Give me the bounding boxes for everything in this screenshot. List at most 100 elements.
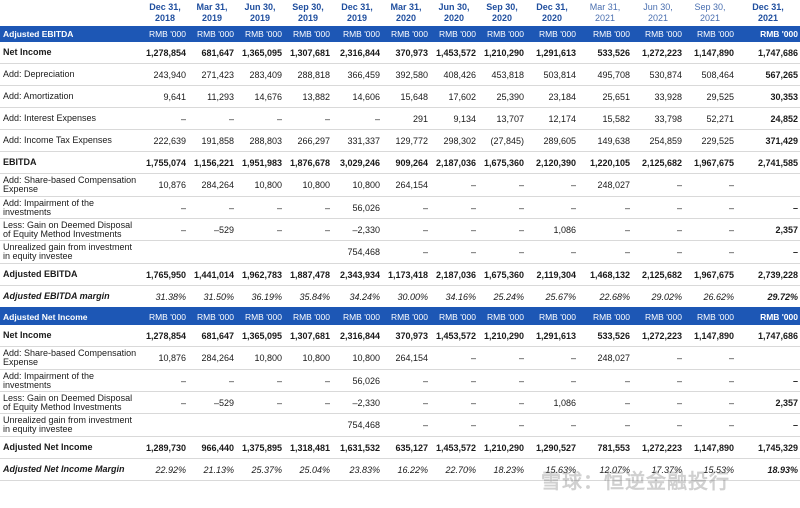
cell-value: – bbox=[478, 391, 526, 414]
cell-value: 1,631,532 bbox=[332, 436, 382, 459]
cell-value: 1,291,613 bbox=[526, 42, 578, 64]
cell-value: 1,147,890 bbox=[684, 325, 736, 347]
cell-value: 25.04% bbox=[284, 458, 332, 481]
cell-value: – bbox=[632, 391, 684, 414]
cell-value: 1,307,681 bbox=[284, 325, 332, 347]
cell-value: 1,307,681 bbox=[284, 42, 332, 64]
cell-value: 1,365,095 bbox=[236, 325, 284, 347]
cell-value: 1,375,895 bbox=[236, 436, 284, 459]
period-header: Mar 31, 2019 bbox=[196, 2, 228, 23]
cell-value: –2,330 bbox=[332, 218, 382, 241]
unit-label: RMB '000 bbox=[578, 308, 632, 325]
row-label: Add: Depreciation bbox=[0, 63, 142, 86]
unit-label: RMB '000 bbox=[332, 26, 382, 42]
cell-value: 754,468 bbox=[332, 413, 382, 437]
cell-value: 2,316,844 bbox=[332, 325, 382, 347]
cell-value: 1,951,983 bbox=[236, 151, 284, 174]
cell-value: 331,337 bbox=[332, 129, 382, 152]
cell-value: 16.22% bbox=[382, 458, 430, 481]
unit-label: RMB '000 bbox=[284, 308, 332, 325]
period-header: Mar 31, 2020 bbox=[390, 2, 422, 23]
cell-value: – bbox=[236, 369, 284, 392]
cell-value: 13,882 bbox=[284, 85, 332, 108]
cell-value: – bbox=[526, 413, 578, 437]
cell-value: – bbox=[578, 218, 632, 241]
cell-value: – bbox=[430, 240, 478, 264]
row-add-share-based-compensation-expense: Add: Share-based Compensation Expense 10,… bbox=[0, 173, 800, 197]
cell-value: 10,800 bbox=[236, 346, 284, 370]
row-adjusted-ebitda-margin: Adjusted EBITDA margin 31.38% 31.50% 36.19%… bbox=[0, 285, 800, 309]
cell-value: – bbox=[578, 369, 632, 392]
cell-value: – bbox=[684, 240, 736, 264]
cell-value: – bbox=[578, 240, 632, 264]
row-label: Adjusted Net Income bbox=[0, 436, 142, 459]
cell-value: 25,390 bbox=[478, 85, 526, 108]
cell-value: 370,973 bbox=[382, 42, 430, 64]
cell-value: 2,120,390 bbox=[526, 151, 578, 174]
cell-value bbox=[188, 240, 236, 264]
cell-value: – bbox=[632, 196, 684, 219]
cell-value: – bbox=[478, 369, 526, 392]
cell-value: 248,027 bbox=[578, 346, 632, 370]
cell-value: 10,876 bbox=[142, 173, 188, 197]
cell-value: – bbox=[284, 391, 332, 414]
cell-value: 1,453,572 bbox=[430, 436, 478, 459]
cell-value: 1,278,854 bbox=[142, 42, 188, 64]
cell-value: 264,154 bbox=[382, 173, 430, 197]
row-add-impairment-of-the-investments: Add: Impairment of the investments – – – –56… bbox=[0, 369, 800, 392]
cell-value: – bbox=[632, 346, 684, 370]
cell-value: 10,800 bbox=[332, 173, 382, 197]
cell-value: 23,184 bbox=[526, 85, 578, 108]
cell-value: 21.13% bbox=[188, 458, 236, 481]
cell-value: – bbox=[430, 391, 478, 414]
cell-value: – bbox=[430, 196, 478, 219]
cell-value: 1,210,290 bbox=[478, 42, 526, 64]
cell-value: 2,357 bbox=[736, 218, 800, 241]
cell-value: 243,940 bbox=[142, 63, 188, 86]
cell-value: 1,745,329 bbox=[736, 436, 800, 459]
cell-value: 1,086 bbox=[526, 218, 578, 241]
row-label: Unrealized gain from investment in equit… bbox=[0, 413, 142, 437]
cell-value: 495,708 bbox=[578, 63, 632, 86]
cell-value: 266,297 bbox=[284, 129, 332, 152]
cell-value: – bbox=[236, 196, 284, 219]
period-header: Sep 30, 2019 bbox=[292, 2, 324, 23]
unit-label: RMB '000 bbox=[142, 26, 188, 42]
period-header: Dec 31, 2019 bbox=[341, 2, 373, 23]
unit-label: RMB '000 bbox=[382, 308, 430, 325]
cell-value: 10,800 bbox=[236, 173, 284, 197]
cell-value: 288,803 bbox=[236, 129, 284, 152]
cell-value: – bbox=[382, 369, 430, 392]
cell-value: 17,602 bbox=[430, 85, 478, 108]
cell-value: 254,859 bbox=[632, 129, 684, 152]
row-label: Add: Share-based Compensation Expense bbox=[0, 346, 142, 370]
cell-value: 30,353 bbox=[736, 85, 800, 108]
cell-value: – bbox=[684, 196, 736, 219]
cell-value: – bbox=[430, 413, 478, 437]
cell-value: 25,651 bbox=[578, 85, 632, 108]
cell-value: 129,772 bbox=[382, 129, 430, 152]
cell-value: 1,453,572 bbox=[430, 42, 478, 64]
cell-value: – bbox=[632, 240, 684, 264]
cell-value: 29.02% bbox=[632, 285, 684, 309]
cell-value: (27,845) bbox=[478, 129, 526, 152]
cell-value: 22.68% bbox=[578, 285, 632, 309]
row-net-income: Net Income 1,278,854 681,647 1,365,095 1,307… bbox=[0, 42, 800, 64]
cell-value: 18.23% bbox=[478, 458, 526, 481]
row-add-share-based-compensation-expense: Add: Share-based Compensation Expense 10,… bbox=[0, 346, 800, 370]
cell-value: – bbox=[684, 369, 736, 392]
cell-value: – bbox=[236, 391, 284, 414]
cell-value: 1,453,572 bbox=[430, 325, 478, 347]
cell-value: – bbox=[430, 173, 478, 197]
cell-value: 33,798 bbox=[632, 107, 684, 130]
cell-value: – bbox=[526, 240, 578, 264]
cell-value: 567,265 bbox=[736, 63, 800, 86]
cell-value bbox=[736, 173, 800, 197]
unit-label: RMB '000 bbox=[188, 308, 236, 325]
cell-value: 909,264 bbox=[382, 151, 430, 174]
cell-value: 271,423 bbox=[188, 63, 236, 86]
row-add-interest-expenses: Add: Interest Expenses – – – – –291 9,134 13,70… bbox=[0, 107, 800, 130]
row-label: Add: Income Tax Expenses bbox=[0, 129, 142, 152]
unit-label: RMB '000 bbox=[284, 26, 332, 42]
cell-value: – bbox=[142, 218, 188, 241]
